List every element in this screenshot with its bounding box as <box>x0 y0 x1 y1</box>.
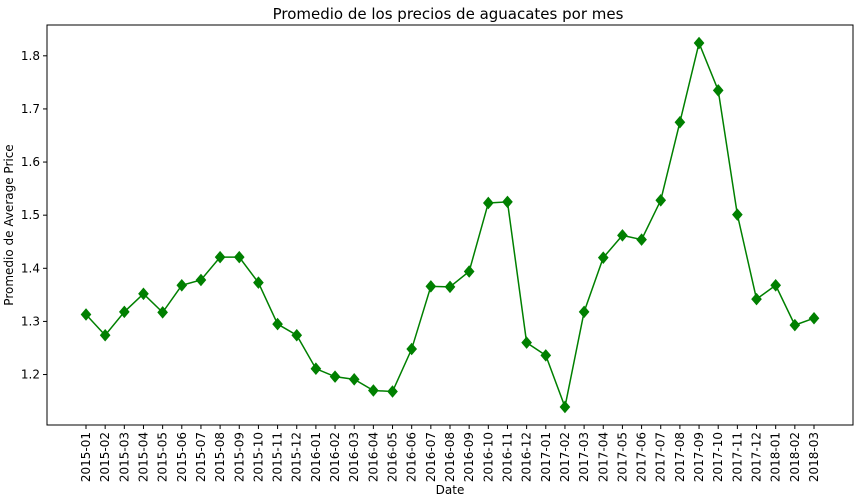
data-point <box>674 115 686 129</box>
x-axis: 2015-01 2015-02 2015-03 2015-04 2015-05 2015-… <box>79 425 821 482</box>
data-point <box>808 311 820 325</box>
data-point <box>540 349 552 362</box>
x-tick-label: 2017-07 <box>654 432 668 482</box>
x-tick-label: 2017-11 <box>730 432 744 482</box>
x-tick-label: 2018-02 <box>788 432 802 482</box>
x-tick-label: 2017-08 <box>673 432 687 482</box>
x-tick-label: 2015-07 <box>194 432 208 482</box>
x-tick-label: 2016-12 <box>520 432 534 482</box>
x-tick-label: 2016-08 <box>443 432 457 482</box>
x-tick-label: 2015-11 <box>271 432 285 482</box>
x-tick-label: 2017-03 <box>577 432 591 482</box>
data-point <box>444 280 456 294</box>
x-tick-label: 2017-05 <box>615 432 629 482</box>
data-point <box>157 306 168 319</box>
data-point <box>789 318 801 332</box>
data-point <box>310 362 322 375</box>
data-point <box>233 250 245 264</box>
x-tick-label: 2016-04 <box>366 432 380 482</box>
series-line <box>85 40 815 410</box>
x-tick-label: 2015-09 <box>232 432 246 482</box>
y-tick-label: 1.3 <box>21 314 40 328</box>
y-tick-label: 1.6 <box>21 155 40 169</box>
data-point <box>693 36 705 50</box>
data-point <box>214 250 226 264</box>
y-tick-label: 1.8 <box>21 49 40 63</box>
x-tick-label: 2015-01 <box>79 432 93 482</box>
x-tick-label: 2017-12 <box>750 432 764 482</box>
x-tick-label: 2016-01 <box>309 432 323 482</box>
x-tick-label: 2018-01 <box>769 432 783 482</box>
data-point <box>425 280 437 293</box>
x-tick-label: 2015-10 <box>251 432 265 482</box>
x-tick-label: 2016-02 <box>328 432 342 482</box>
data-point <box>482 196 494 210</box>
data-point <box>655 194 667 207</box>
data-point <box>502 195 513 209</box>
x-tick-label: 2016-10 <box>481 432 495 482</box>
y-tick-label: 1.7 <box>21 102 40 116</box>
x-tick-label: 2015-03 <box>117 432 131 482</box>
data-point <box>751 292 762 306</box>
chart-title: Promedio de los precios de aguacates por… <box>273 5 624 23</box>
x-tick-label: 2016-03 <box>347 432 361 482</box>
x-tick-label: 2017-10 <box>711 432 725 482</box>
data-point <box>195 273 207 287</box>
data-point <box>636 233 647 246</box>
x-tick-label: 2017-09 <box>692 432 706 482</box>
x-tick-label: 2016-09 <box>462 432 476 482</box>
data-point <box>387 385 398 398</box>
x-tick-label: 2016-05 <box>386 432 400 482</box>
data-point <box>118 305 130 319</box>
y-tick-label: 1.2 <box>21 368 40 382</box>
data-point <box>99 328 111 342</box>
x-tick-label: 2017-01 <box>539 432 553 482</box>
x-tick-label: 2015-05 <box>156 432 170 482</box>
x-tick-label: 2017-02 <box>558 432 572 482</box>
x-tick-label: 2017-06 <box>635 432 649 482</box>
x-tick-label: 2016-06 <box>405 432 419 482</box>
y-axis: 1.2 1.3 1.4 1.5 1.6 1.7 1.8 <box>21 49 47 382</box>
data-point <box>138 287 149 301</box>
data-point <box>521 336 532 349</box>
data-point <box>253 276 264 289</box>
data-point <box>348 373 360 386</box>
plot-area <box>46 24 854 426</box>
data-point <box>368 384 379 397</box>
x-tick-label: 2018-03 <box>807 432 821 482</box>
data-point <box>463 265 475 278</box>
x-tick-label: 2015-06 <box>175 432 189 482</box>
x-tick-label: 2017-04 <box>596 432 610 482</box>
data-point <box>272 317 283 331</box>
data-point <box>559 400 571 414</box>
x-tick-label: 2015-02 <box>98 432 112 482</box>
series-markers <box>80 36 820 414</box>
data-point <box>732 208 743 221</box>
data-point <box>770 279 782 292</box>
x-tick-label: 2015-04 <box>136 432 150 482</box>
data-point <box>578 305 590 319</box>
data-point <box>406 342 418 356</box>
data-point <box>597 251 609 264</box>
data-point <box>329 370 341 383</box>
x-tick-label: 2016-07 <box>424 432 438 482</box>
data-point <box>291 328 303 342</box>
x-tick-label: 2016-11 <box>500 432 514 482</box>
x-tick-label: 2015-12 <box>290 432 304 482</box>
x-tick-label: 2015-08 <box>213 432 227 482</box>
y-tick-label: 1.4 <box>21 261 40 275</box>
y-axis-label: Promedio de Average Price <box>2 144 16 305</box>
x-axis-label: Date <box>436 483 465 497</box>
data-point <box>176 279 188 292</box>
data-point <box>617 229 628 242</box>
y-tick-label: 1.5 <box>21 208 40 222</box>
data-point <box>80 308 92 321</box>
data-point <box>712 84 724 97</box>
